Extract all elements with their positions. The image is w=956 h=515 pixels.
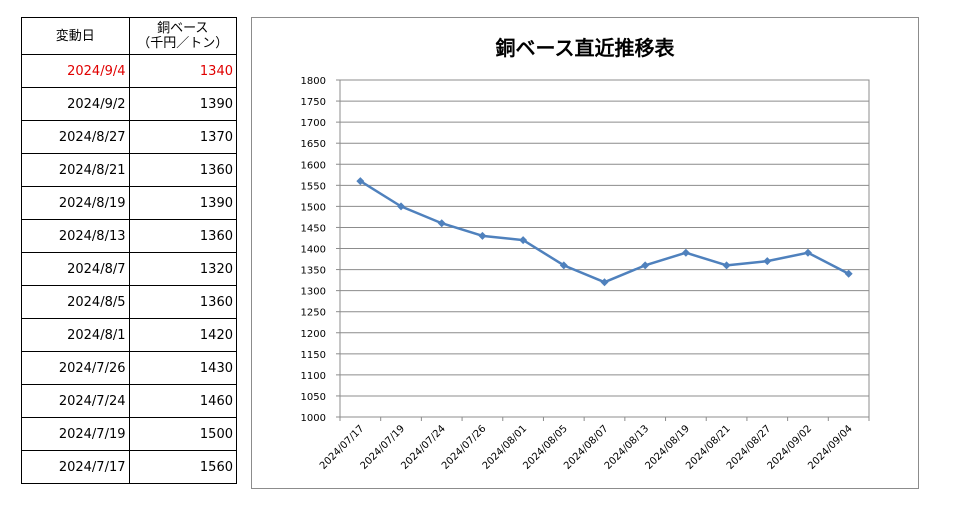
table-row: 2024/8/21 1360 — [21, 153, 237, 187]
row-value: 1560 — [128, 450, 237, 484]
header-value: 銅ベース （千円／トン） — [128, 17, 237, 55]
data-point — [397, 202, 406, 211]
copper-base-chart: 銅ベース直近推移表 1000 1050 1100 1150 1200 1250 1300 13… — [301, 36, 870, 472]
row-value: 1320 — [128, 252, 237, 286]
data-point — [356, 177, 365, 186]
row-value: 1360 — [128, 153, 237, 187]
table-row: 2024/9/2 1390 — [21, 87, 237, 121]
data-point — [641, 261, 650, 270]
table-row: 2024/8/13 1360 — [21, 219, 237, 253]
table-row: 2024/8/5 1360 — [21, 285, 237, 319]
row-date: 2024/7/19 — [21, 417, 130, 451]
header-value-line2: （千円／トン） — [137, 36, 229, 51]
chart-frame: 銅ベース直近推移表 1000 1050 1100 1150 1200 1250 1300 13… — [251, 17, 919, 489]
data-point — [681, 248, 690, 257]
y-tick-label: 1100 — [301, 371, 326, 382]
table-row: 2024/7/26 1430 — [21, 351, 237, 385]
row-value: 1390 — [128, 186, 237, 220]
data-point — [600, 278, 609, 287]
row-date: 2024/9/4 — [21, 54, 130, 88]
y-tick-label: 1450 — [301, 223, 326, 234]
y-tick-label: 1600 — [301, 160, 326, 171]
y-tick-label: 1550 — [301, 181, 326, 192]
data-point — [437, 219, 446, 228]
table-row: 2024/7/17 1560 — [21, 450, 237, 484]
data-point — [803, 248, 812, 257]
y-tick-label: 1000 — [301, 413, 326, 424]
data-point — [559, 261, 568, 270]
plot-area — [339, 79, 870, 418]
y-tick-label: 1750 — [301, 97, 326, 108]
row-date: 2024/8/13 — [21, 219, 130, 253]
row-date: 2024/7/26 — [21, 351, 130, 385]
data-point — [763, 257, 772, 266]
row-value: 1340 — [128, 54, 237, 88]
data-point — [722, 261, 731, 270]
row-value: 1420 — [128, 318, 237, 352]
y-tick-label: 1050 — [301, 392, 326, 403]
row-date: 2024/8/21 — [21, 153, 130, 187]
row-date: 2024/8/19 — [21, 186, 130, 220]
data-point — [519, 236, 528, 245]
data-point — [478, 231, 487, 240]
table-header-row: 変動日 銅ベース （千円／トン） — [21, 17, 237, 55]
row-value: 1460 — [128, 384, 237, 418]
y-tick-label: 1150 — [301, 350, 326, 361]
header-date: 変動日 — [21, 17, 130, 55]
y-tick-label: 1650 — [301, 139, 326, 150]
row-value: 1370 — [128, 120, 237, 154]
y-tick-label: 1500 — [301, 202, 326, 213]
row-date: 2024/7/17 — [21, 450, 130, 484]
table-row: 2024/8/1 1420 — [21, 318, 237, 352]
row-date: 2024/8/5 — [21, 285, 130, 319]
y-tick-label: 1300 — [301, 287, 326, 298]
y-tick-label: 1400 — [301, 245, 326, 256]
price-table: 変動日 銅ベース （千円／トン） 2024/9/4 1340 2024/9/2 139… — [21, 17, 237, 484]
table-row: 2024/8/19 1390 — [21, 186, 237, 220]
table-row: 2024/8/7 1320 — [21, 252, 237, 286]
row-value: 1360 — [128, 219, 237, 253]
row-date: 2024/9/2 — [21, 87, 130, 121]
y-tick-label: 1350 — [301, 266, 326, 277]
y-tick-label: 1250 — [301, 308, 326, 319]
row-date: 2024/8/1 — [21, 318, 130, 352]
data-point — [844, 269, 853, 278]
row-date: 2024/8/7 — [21, 252, 130, 286]
row-date: 2024/7/24 — [21, 384, 130, 418]
row-value: 1430 — [128, 351, 237, 385]
table-row: 2024/9/4 1340 — [21, 54, 237, 88]
header-value-line1: 銅ベース — [157, 21, 209, 36]
table-row: 2024/7/19 1500 — [21, 417, 237, 451]
y-tick-label: 1700 — [301, 118, 326, 129]
table-row: 2024/7/24 1460 — [21, 384, 237, 418]
y-tick-label: 1800 — [301, 76, 326, 87]
chart-title: 銅ベース直近推移表 — [496, 36, 676, 60]
row-date: 2024/8/27 — [21, 120, 130, 154]
y-tick-label: 1200 — [301, 329, 326, 340]
table-row: 2024/8/27 1370 — [21, 120, 237, 154]
row-value: 1390 — [128, 87, 237, 121]
series-line — [359, 180, 850, 284]
row-value: 1360 — [128, 285, 237, 319]
row-value: 1500 — [128, 417, 237, 451]
